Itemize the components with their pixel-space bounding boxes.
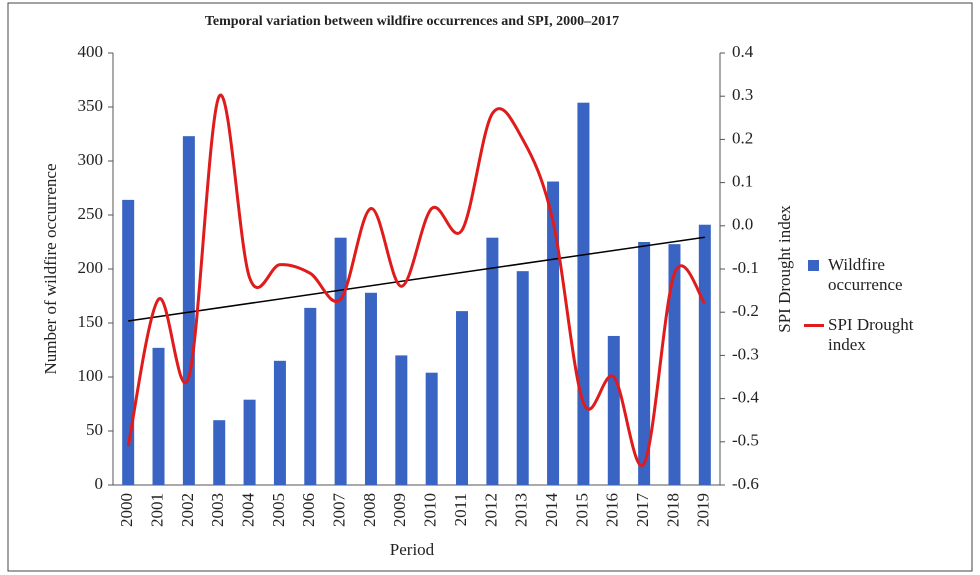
bar [698,224,711,485]
x-tick-label: 2001 [147,493,166,527]
bar [547,181,560,485]
bar [182,136,195,485]
x-tick-label: 2009 [390,493,409,527]
bar [304,307,317,485]
bar [638,242,651,485]
bar [152,347,165,485]
bar [334,237,347,485]
x-tick-label: 2019 [694,493,713,527]
y-axis-label: Number of wildfire occurrence [41,164,60,375]
y2-tick-label: 0.1 [732,172,753,191]
y-tick-label: 250 [78,204,104,223]
x-tick-label: 2006 [299,493,318,527]
x-tick-label: 2012 [481,493,500,527]
x-axis-label: Period [390,540,435,559]
y-tick-label: 350 [78,96,104,115]
y-tick-label: 50 [86,420,103,439]
legend-swatch [808,260,819,271]
x-tick-label: 2007 [330,493,349,528]
bar [577,102,590,486]
y-tick-label: 200 [78,258,104,277]
bar [213,420,226,485]
bar [516,271,529,485]
bar [486,237,499,485]
legend-swatch [804,324,824,327]
x-tick-label: 2010 [421,493,440,527]
x-tick-label: 2005 [269,493,288,527]
bar [122,199,135,485]
y2-tick-label: -0.5 [732,431,759,450]
x-tick-label: 2015 [572,493,591,527]
spi-line [126,93,707,468]
y2-tick-label: 0.3 [732,85,753,104]
x-tick-label: 2018 [663,493,682,527]
y-tick-label: 0 [95,474,104,493]
legend-label: Wildfire occurrence [828,255,903,294]
legend-line: SPI Drought index [804,315,948,355]
bar [668,244,681,485]
x-tick-label: 2014 [542,493,561,528]
x-tick-label: 2011 [451,493,470,526]
x-tick-label: 2003 [208,493,227,527]
x-tick-label: 2008 [360,493,379,527]
y-tick-label: 100 [78,366,104,385]
y2-tick-label: -0.1 [732,258,759,277]
y-tick-label: 300 [78,150,104,169]
chart-title: Temporal variation between wildfire occu… [205,14,619,29]
y-tick-label: 150 [78,312,104,331]
y2-axis-label: SPI Drought index [775,205,794,333]
y-tick-label: 400 [78,42,104,61]
y2-tick-label: 0.0 [732,215,753,234]
bar [607,335,620,485]
bar [364,292,377,485]
y2-tick-label: 0.4 [732,42,754,61]
x-tick-label: 2017 [633,493,652,528]
y2-tick-label: -0.4 [732,388,759,407]
y2-tick-label: -0.3 [732,344,759,363]
bar [395,355,408,485]
y2-tick-label: -0.2 [732,301,759,320]
legend-bar: Wildfire occurrence [808,255,948,295]
x-tick-label: 2013 [512,493,531,527]
x-tick-label: 2004 [238,493,257,528]
x-tick-label: 2016 [603,493,622,527]
x-tick-label: 2002 [178,493,197,527]
y2-tick-label: 0.2 [732,128,753,147]
bar [273,360,286,485]
trend-line [128,236,705,322]
bar [243,399,256,485]
legend-label: SPI Drought index [828,315,914,354]
x-tick-label: 2000 [117,493,136,527]
bar [456,311,469,485]
frame [7,2,973,572]
y2-tick-label: -0.6 [732,474,759,493]
bar [425,372,438,485]
